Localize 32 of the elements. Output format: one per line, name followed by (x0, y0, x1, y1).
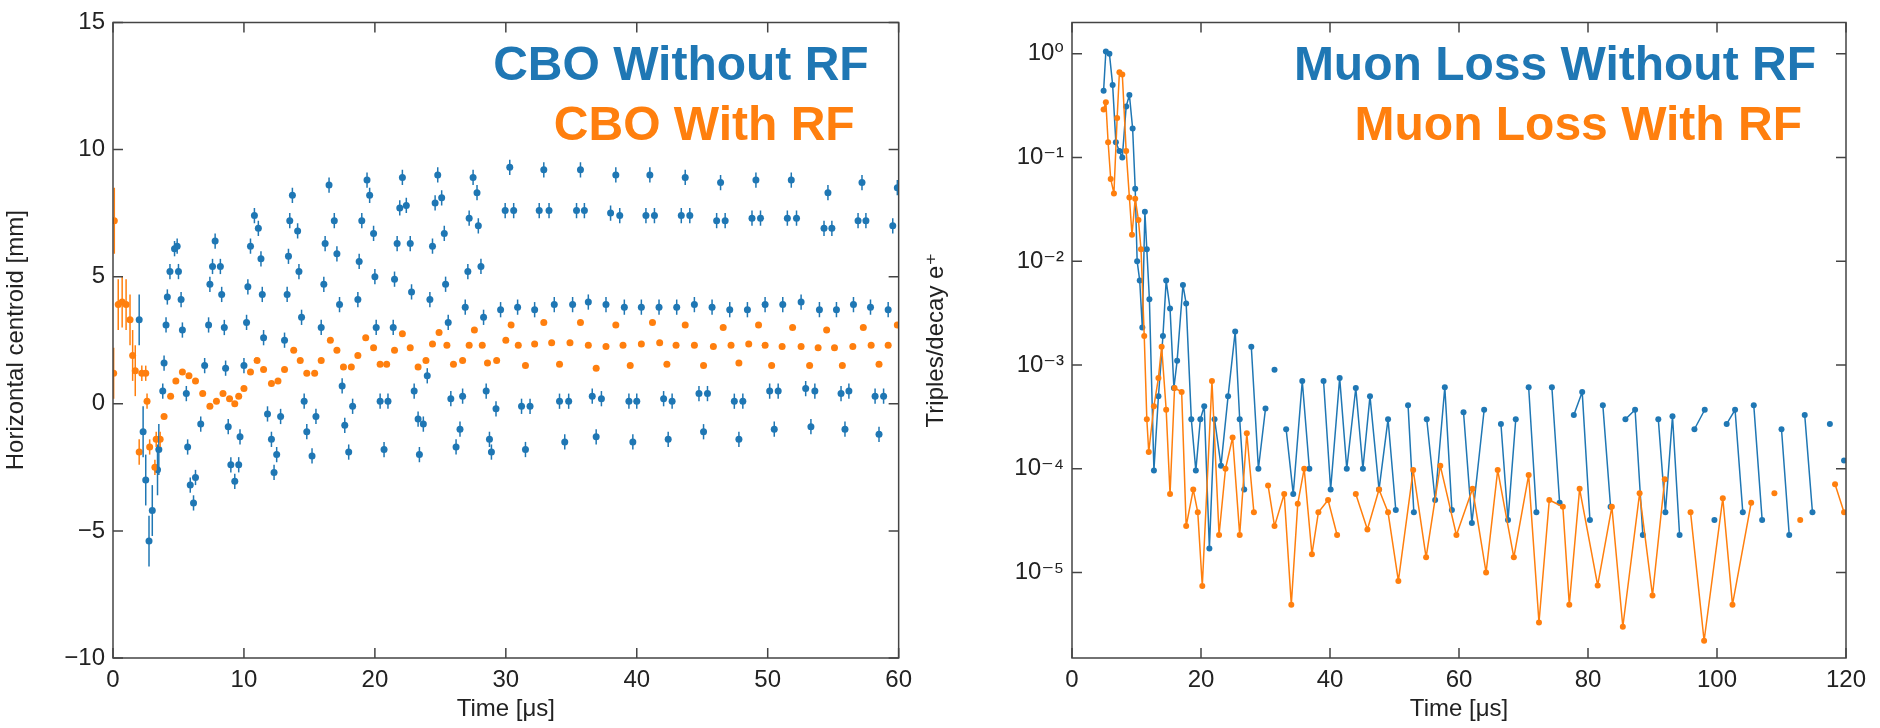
y-tick-label: 10⁻² (1016, 245, 1064, 273)
series-label: CBO Without RF (493, 37, 869, 91)
text: Muon Loss Without RF (1293, 37, 1816, 91)
y-tick-label: 10 (78, 134, 105, 162)
x-tick-label: 50 (754, 665, 782, 693)
y-axis-title: Horizontal centroid [mm] (1, 210, 29, 471)
x-tick-label: 40 (1316, 665, 1344, 693)
y-tick-label: 10⁰ (1027, 38, 1064, 66)
x-tick-label: 80 (1574, 665, 1602, 693)
x-tick-label: 60 (885, 665, 912, 693)
x-tick-label: 30 (492, 665, 520, 693)
y-tick-label: 10⁻⁵ (1014, 557, 1064, 585)
text: CBO With RF (553, 97, 855, 151)
x-tick-label: 120 (1825, 665, 1867, 693)
y-tick-label: 10⁻¹ (1016, 142, 1064, 170)
x-tick-label: 40 (623, 665, 651, 693)
y-tick-label: 5 (91, 261, 105, 289)
x-axis-title: Time [μs] (1409, 694, 1509, 722)
y-tick-label: 10⁻³ (1016, 349, 1064, 377)
y-tick-label: −10 (64, 642, 105, 670)
x-tick-label: 20 (1187, 665, 1215, 693)
y-tick-label: −5 (77, 515, 105, 543)
y-tick-label: 15 (78, 7, 105, 35)
y-tick-label: 10⁻⁴ (1014, 453, 1064, 481)
x-tick-label: 20 (361, 665, 389, 693)
x-tick-label: 100 (1696, 665, 1738, 693)
x-tick-label: 60 (1445, 665, 1473, 693)
text: Muon Loss With RF (1354, 97, 1802, 151)
y-tick-label: 0 (91, 388, 105, 416)
y-axis-title: Triples/decay e⁺ (921, 252, 949, 428)
x-tick-label: 10 (230, 665, 258, 693)
x-axis-title: Time [μs] (456, 694, 555, 722)
